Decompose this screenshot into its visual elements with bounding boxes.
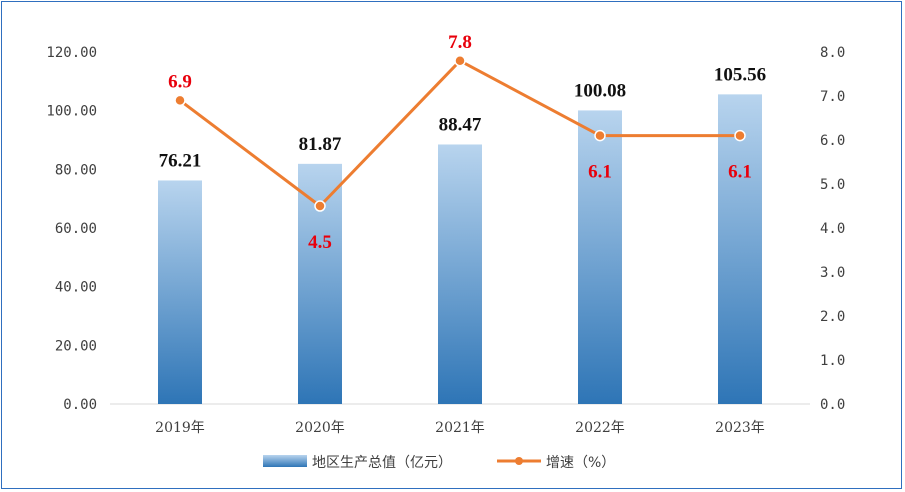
bar (578, 110, 622, 404)
legend-bar-swatch (263, 455, 307, 467)
y-right-tick-label: 5.0 (820, 177, 845, 193)
line-point (314, 200, 326, 212)
y-left-tick-label: 20.00 (55, 338, 97, 354)
line-point (594, 129, 606, 142)
y-left-tick-label: 80.00 (55, 162, 97, 178)
line-point (454, 55, 466, 67)
line-data-label: 6.9 (168, 71, 192, 92)
y-left-tick-label: 40.00 (55, 280, 97, 296)
line-data-label: 7.8 (448, 32, 472, 53)
y-right-tick-label: 8.0 (820, 45, 845, 61)
data-labels: 76.21 81.87 88.47 100.08 105.56 6.9 4.5 7.8 6.1 6… (159, 32, 767, 253)
bar (438, 144, 482, 404)
bar (158, 180, 202, 404)
x-tick-label: 2022年 (575, 420, 625, 436)
line-data-label: 6.1 (588, 162, 612, 183)
line-point (734, 129, 746, 142)
y-right-tick-label: 2.0 (820, 309, 845, 325)
y-left-tick-label: 0.00 (63, 397, 97, 413)
line-series (174, 55, 746, 212)
x-tick-label: 2019年 (155, 420, 205, 436)
y-right-tick-label: 7.0 (820, 89, 845, 105)
y-right-tick-label: 4.0 (820, 221, 845, 237)
legend-line-marker (515, 457, 523, 465)
bar-data-label: 100.08 (574, 80, 626, 101)
y-right-tick-label: 0.0 (820, 397, 845, 413)
x-tick-label: 2023年 (715, 420, 765, 436)
y-right-tick-label: 3.0 (820, 265, 845, 281)
x-tick-label: 2021年 (435, 420, 485, 436)
line-data-label: 6.1 (728, 162, 752, 183)
legend: 地区生产总值（亿元） 增速（%） (263, 455, 615, 471)
axes: 0.00 20.00 40.00 60.00 80.00 100.00 120.00 0.0 1… (46, 45, 845, 436)
bar-data-label: 81.87 (299, 134, 342, 155)
legend-bar-label: 地区生产总值（亿元） (312, 455, 452, 471)
y-left-tick-label: 100.00 (46, 104, 97, 120)
bar-data-label: 76.21 (159, 150, 202, 171)
legend-line-label: 增速（%） (546, 455, 615, 471)
y-left-tick-label: 120.00 (46, 45, 97, 61)
y-right-tick-label: 6.0 (820, 133, 845, 149)
line-point (174, 94, 186, 107)
bar-series (158, 94, 762, 404)
y-left-tick-label: 60.00 (55, 221, 97, 237)
line-data-label: 4.5 (308, 232, 332, 253)
x-tick-label: 2020年 (295, 420, 345, 436)
bar (298, 163, 342, 404)
bar-data-label: 105.56 (714, 64, 766, 85)
y-right-tick-label: 1.0 (820, 353, 845, 369)
bar-data-label: 88.47 (439, 114, 482, 135)
bar (718, 94, 762, 404)
